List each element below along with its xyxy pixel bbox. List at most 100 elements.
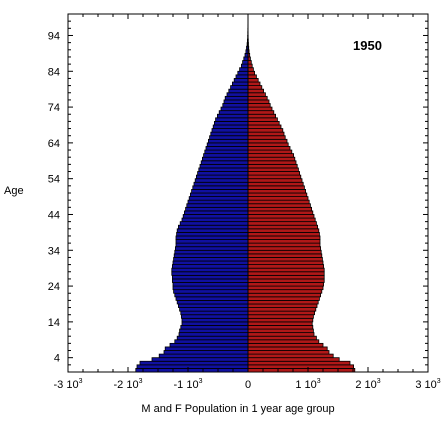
female-bar-age-37 bbox=[247, 235, 321, 240]
y-tick-label: 4 bbox=[54, 353, 60, 365]
male-bar-age-47 bbox=[187, 199, 249, 205]
male-bar-age-10 bbox=[178, 332, 249, 337]
female-bar-age-30 bbox=[247, 260, 324, 265]
female-bar-age-7 bbox=[247, 342, 324, 348]
female-bar-age-54 bbox=[247, 174, 302, 180]
male-bar-age-16 bbox=[180, 310, 249, 316]
female-bar-age-47 bbox=[247, 199, 310, 205]
y-tick-label: 54 bbox=[48, 174, 60, 186]
female-bar-age-25 bbox=[247, 278, 325, 283]
female-bar-age-43 bbox=[247, 214, 315, 219]
male-bar-age-61 bbox=[204, 149, 249, 155]
female-bar-age-9 bbox=[247, 335, 317, 341]
female-bar-age-81 bbox=[247, 78, 259, 83]
female-bar-age-11 bbox=[247, 328, 314, 334]
male-bar-age-78 bbox=[228, 88, 249, 94]
female-bar-age-62 bbox=[247, 146, 291, 151]
y-tick-label: 44 bbox=[48, 209, 60, 221]
female-bar-age-84 bbox=[247, 67, 254, 72]
male-bar-age-57 bbox=[199, 163, 249, 169]
male-bar-age-71 bbox=[216, 113, 249, 119]
male-bar-age-9 bbox=[176, 335, 249, 341]
male-bar-age-46 bbox=[186, 203, 249, 208]
female-bar-age-63 bbox=[247, 142, 289, 147]
female-bar-age-0 bbox=[247, 368, 356, 373]
y-tick-label: 24 bbox=[48, 281, 60, 293]
male-bar-age-43 bbox=[182, 214, 249, 219]
y-tick-label: 64 bbox=[48, 138, 60, 150]
x-axis-ticks: -3 103 -2 103 -1 103 0 1 103 2 103 3 103 bbox=[54, 14, 441, 391]
male-bar-age-74 bbox=[222, 103, 249, 108]
male-bar-age-87 bbox=[243, 56, 249, 61]
female-bar-age-4 bbox=[247, 353, 334, 359]
female-bar-age-33 bbox=[247, 249, 322, 255]
male-bar-age-83 bbox=[237, 70, 249, 76]
male-bar-age-64 bbox=[207, 138, 249, 144]
female-bar-age-19 bbox=[247, 299, 319, 305]
female-bar-age-10 bbox=[247, 332, 315, 337]
male-bar-age-85 bbox=[240, 63, 249, 69]
male-bar-age-36 bbox=[175, 239, 249, 244]
female-bar-age-36 bbox=[247, 239, 321, 244]
female-bar-age-8 bbox=[247, 339, 320, 344]
female-bar-age-52 bbox=[247, 181, 304, 187]
female-bar-age-50 bbox=[247, 189, 306, 194]
female-bar-age-46 bbox=[247, 203, 311, 208]
female-bar-age-26 bbox=[247, 274, 325, 280]
female-bar-age-16 bbox=[247, 310, 315, 316]
female-bar-age-49 bbox=[247, 192, 308, 197]
male-bar-age-73 bbox=[220, 106, 249, 112]
male-bar-age-72 bbox=[218, 110, 249, 115]
female-bar-age-45 bbox=[247, 206, 312, 212]
female-bar-age-77 bbox=[247, 92, 266, 97]
male-bar-age-18 bbox=[177, 303, 249, 308]
male-bar-age-86 bbox=[242, 60, 249, 65]
male-bar-age-5 bbox=[163, 350, 249, 355]
x-tick-label: 3 103 bbox=[415, 378, 440, 391]
female-bar-age-61 bbox=[247, 149, 293, 155]
female-bar-age-82 bbox=[247, 74, 257, 79]
female-bar-age-53 bbox=[247, 178, 303, 183]
male-bar-age-32 bbox=[173, 253, 249, 258]
female-bar-age-35 bbox=[247, 242, 321, 248]
male-bar-age-0 bbox=[135, 368, 249, 373]
male-bar-age-40 bbox=[177, 224, 249, 230]
female-bar-age-78 bbox=[247, 88, 265, 94]
female-bar-age-80 bbox=[247, 81, 261, 86]
female-bar-age-57 bbox=[247, 163, 298, 169]
male-bar-age-11 bbox=[179, 328, 249, 334]
male-bar-age-29 bbox=[171, 264, 249, 269]
female-bar-age-48 bbox=[247, 196, 309, 201]
male-bar-age-30 bbox=[172, 260, 249, 265]
male-bar-age-65 bbox=[209, 135, 249, 140]
male-bar-age-67 bbox=[211, 128, 249, 133]
male-bar-age-42 bbox=[181, 217, 249, 223]
male-bar-age-6 bbox=[164, 346, 249, 351]
male-bar-age-63 bbox=[206, 142, 249, 147]
male-bar-age-53 bbox=[194, 178, 249, 183]
male-bar-age-56 bbox=[198, 167, 249, 172]
male-bar-age-49 bbox=[189, 192, 249, 197]
y-tick-label: 84 bbox=[48, 66, 60, 78]
x-tick-label: -3 103 bbox=[54, 378, 83, 391]
male-bar-age-54 bbox=[195, 174, 249, 180]
male-bar-age-75 bbox=[223, 99, 249, 104]
y-tick-label: 94 bbox=[48, 30, 60, 42]
female-bar-age-75 bbox=[247, 99, 270, 104]
female-bar-age-12 bbox=[247, 325, 314, 330]
male-bar-age-24 bbox=[172, 282, 249, 287]
female-bar-age-18 bbox=[247, 303, 318, 308]
male-bar-age-14 bbox=[181, 317, 249, 323]
male-bar-age-50 bbox=[191, 189, 249, 194]
female-bar-age-76 bbox=[247, 95, 268, 101]
female-bar-age-74 bbox=[247, 103, 271, 108]
female-bar-age-66 bbox=[247, 131, 285, 137]
male-bar-age-22 bbox=[173, 289, 249, 294]
female-bar-age-51 bbox=[247, 185, 305, 190]
male-bar-age-69 bbox=[213, 121, 249, 126]
male-bars bbox=[135, 17, 249, 373]
male-bar-age-25 bbox=[171, 278, 249, 283]
female-bar-age-6 bbox=[247, 346, 328, 351]
female-bar-age-27 bbox=[247, 271, 325, 276]
female-bar-age-5 bbox=[247, 350, 330, 355]
